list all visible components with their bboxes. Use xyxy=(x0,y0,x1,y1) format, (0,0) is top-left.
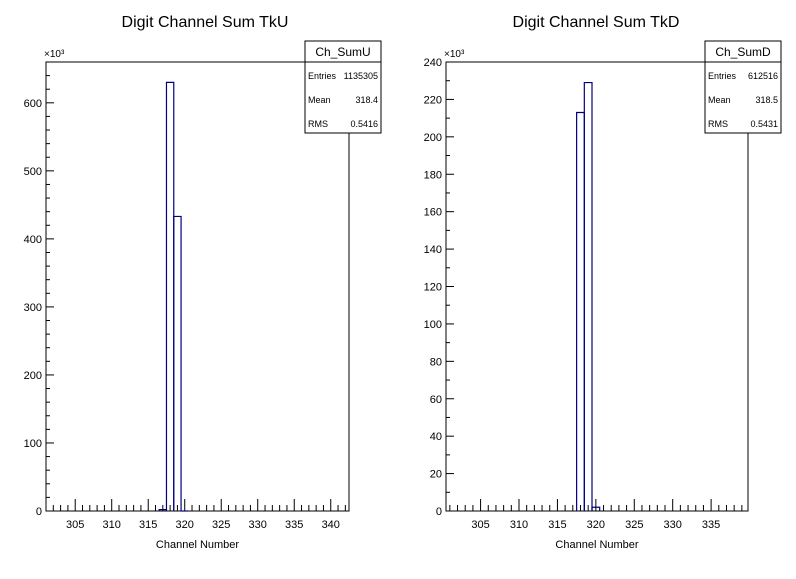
histogram-panel-2: Digit Channel Sum TkD 0 20 40 60 80 100 120 140 1… xyxy=(424,14,782,551)
chart-title: Digit Channel Sum TkU xyxy=(122,14,289,31)
y-tick-label: 80 xyxy=(430,356,442,368)
x-tick-label: 325 xyxy=(212,519,230,531)
x-tick-label: 335 xyxy=(702,519,720,531)
stats-row-value: 612516 xyxy=(748,71,778,81)
stats-box: Ch_SumU Entries 1135305 Mean 318.4 RMS 0.5416 xyxy=(304,40,382,134)
plot-frame xyxy=(45,61,350,512)
stats-row-value: 318.4 xyxy=(355,95,378,105)
x-tick-label: 315 xyxy=(139,519,157,531)
x-tick-label: 330 xyxy=(249,519,267,531)
stats-box-name: Ch_SumU xyxy=(315,45,370,59)
y-tick-label: 140 xyxy=(424,244,442,256)
stats-row-label: RMS xyxy=(308,119,328,129)
y-tick-label: 120 xyxy=(424,282,442,294)
x-tick-label: 305 xyxy=(471,519,489,531)
y-tick-label: 60 xyxy=(430,394,442,406)
y-multiplier-label: ×10³ xyxy=(44,49,65,60)
y-tick-label: 40 xyxy=(430,431,442,443)
stats-row-value: 1135305 xyxy=(344,71,378,81)
histogram-bin xyxy=(591,506,601,511)
y-tick-label: 0 xyxy=(436,506,442,518)
y-tick-label: 500 xyxy=(24,166,42,178)
y-tick-label: 400 xyxy=(24,234,42,246)
y-tick-label: 200 xyxy=(424,132,442,144)
x-tick-label: 315 xyxy=(548,519,566,531)
y-tick-label: 0 xyxy=(36,506,42,518)
x-tick-label: 310 xyxy=(510,519,528,531)
plot-frame xyxy=(445,61,749,512)
stats-row-value: 0.5431 xyxy=(750,119,778,129)
stats-box-frame xyxy=(304,40,382,134)
x-tick-label: 340 xyxy=(322,519,340,531)
stats-box-frame xyxy=(704,40,782,134)
y-tick-label: 600 xyxy=(24,98,42,110)
x-tick-label: 320 xyxy=(176,519,194,531)
histogram-panel-1: Digit Channel Sum TkU 0 100 200 300 400 500 600… xyxy=(24,14,382,551)
histogram-bin xyxy=(576,111,585,511)
stats-row-label: Entries xyxy=(308,71,337,81)
y-tick-label: 20 xyxy=(430,469,442,481)
y-tick-label: 200 xyxy=(24,370,42,382)
y-tick-label: 300 xyxy=(24,302,42,314)
stats-row-value: 0.5416 xyxy=(350,119,378,129)
x-tick-label: 325 xyxy=(625,519,643,531)
histogram-bin xyxy=(173,215,182,511)
x-axis-label: Channel Number xyxy=(156,539,239,551)
x-tick-label: 330 xyxy=(664,519,682,531)
y-tick-label: 240 xyxy=(424,57,442,69)
chart-title: Digit Channel Sum TkD xyxy=(513,14,680,31)
stats-row-label: Mean xyxy=(708,95,731,105)
histogram-bin xyxy=(165,81,175,511)
stats-row-label: RMS xyxy=(708,119,728,129)
stats-box-name: Ch_SumD xyxy=(715,45,771,59)
stats-row-label: Mean xyxy=(308,95,331,105)
y-tick-label: 100 xyxy=(24,438,42,450)
histogram-bin xyxy=(583,81,593,511)
y-tick-label: 220 xyxy=(424,94,442,106)
y-tick-label: 160 xyxy=(424,207,442,219)
x-tick-label: 310 xyxy=(103,519,121,531)
stats-box: Ch_SumD Entries 612516 Mean 318.5 RMS 0.5431 xyxy=(704,40,782,134)
y-tick-label: 100 xyxy=(424,319,442,331)
y-multiplier-label: ×10³ xyxy=(444,49,465,60)
stats-row-label: Entries xyxy=(708,71,737,81)
x-tick-label: 320 xyxy=(587,519,605,531)
x-tick-label: 305 xyxy=(66,519,84,531)
y-tick-label: 180 xyxy=(424,169,442,181)
stats-row-value: 318.5 xyxy=(755,95,778,105)
x-axis-label: Channel Number xyxy=(555,539,638,551)
x-tick-label: 335 xyxy=(285,519,303,531)
